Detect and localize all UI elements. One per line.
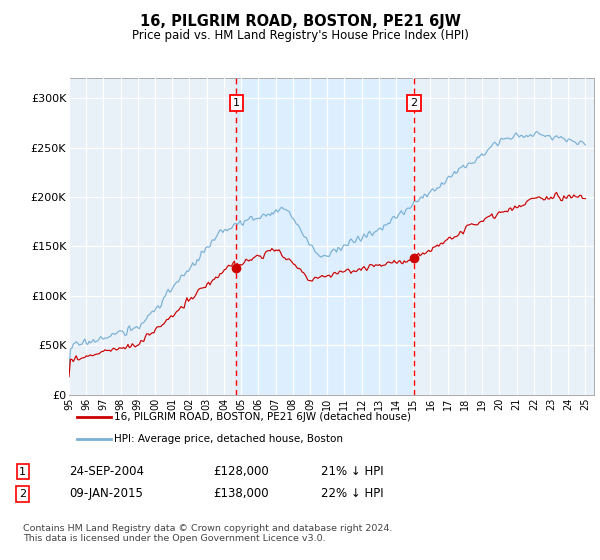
Text: 16, PILGRIM ROAD, BOSTON, PE21 6JW (detached house): 16, PILGRIM ROAD, BOSTON, PE21 6JW (deta… bbox=[115, 412, 412, 422]
Bar bbox=[236, 78, 414, 395]
Text: 09-JAN-2015: 09-JAN-2015 bbox=[69, 487, 143, 501]
Text: 24-SEP-2004: 24-SEP-2004 bbox=[69, 465, 144, 478]
Text: £128,000: £128,000 bbox=[213, 465, 269, 478]
Text: 2: 2 bbox=[410, 98, 418, 108]
Text: 16, PILGRIM ROAD, BOSTON, PE21 6JW: 16, PILGRIM ROAD, BOSTON, PE21 6JW bbox=[140, 14, 460, 29]
Text: 1: 1 bbox=[19, 466, 26, 477]
Text: Contains HM Land Registry data © Crown copyright and database right 2024.
This d: Contains HM Land Registry data © Crown c… bbox=[23, 524, 392, 543]
Text: Price paid vs. HM Land Registry's House Price Index (HPI): Price paid vs. HM Land Registry's House … bbox=[131, 29, 469, 42]
Text: 1: 1 bbox=[233, 98, 240, 108]
Text: £138,000: £138,000 bbox=[213, 487, 269, 501]
Text: 2: 2 bbox=[19, 489, 26, 499]
Text: 22% ↓ HPI: 22% ↓ HPI bbox=[321, 487, 383, 501]
Text: 21% ↓ HPI: 21% ↓ HPI bbox=[321, 465, 383, 478]
Text: HPI: Average price, detached house, Boston: HPI: Average price, detached house, Bost… bbox=[115, 435, 343, 444]
